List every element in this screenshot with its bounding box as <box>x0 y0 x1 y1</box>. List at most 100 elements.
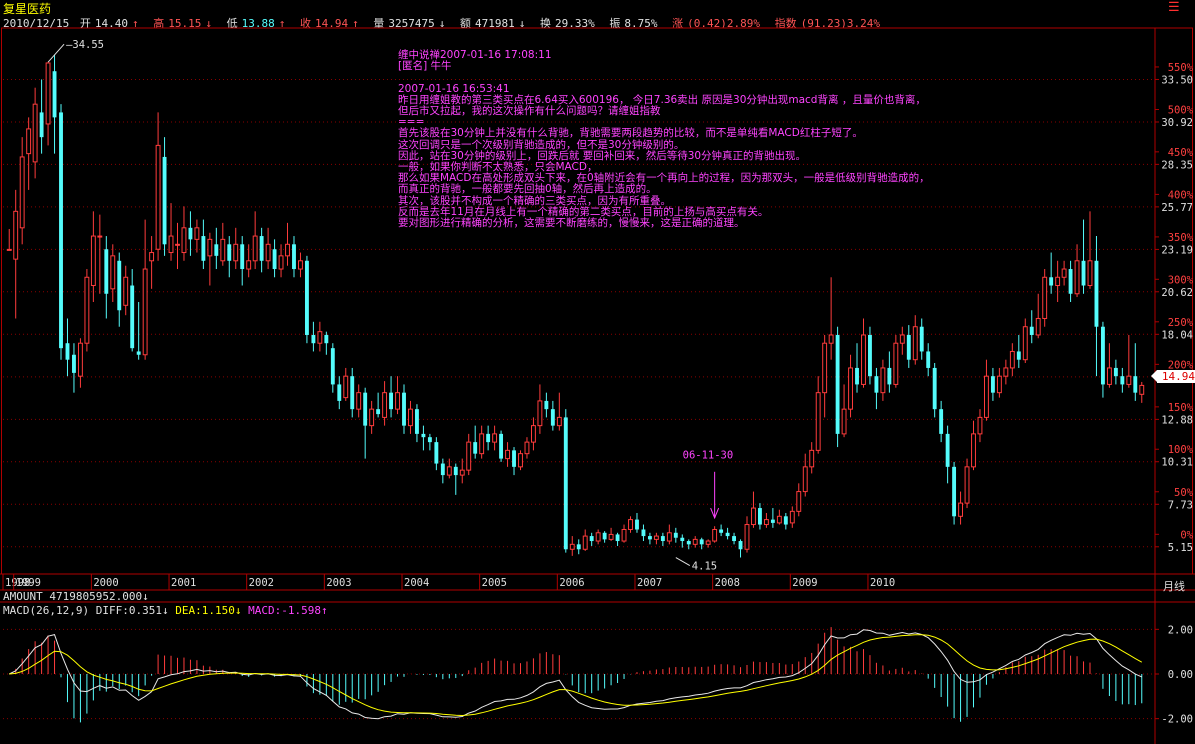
candle-body-up <box>530 425 536 443</box>
candle-body-down <box>719 529 724 533</box>
info-amplitude: 振 8.75% <box>609 17 661 30</box>
candle-body-down <box>868 334 872 377</box>
candle-body-up <box>382 392 388 418</box>
candle-body-down <box>434 442 439 464</box>
candle-body-down <box>932 367 937 410</box>
candle-body-down <box>227 244 232 261</box>
price-tick-label: 12.88 <box>1161 414 1193 426</box>
info-change-value: (0.42)2.89% <box>687 17 760 30</box>
annotation-text: 缠中说禅2007-01-16 17:08:11 [匿名] 牛牛 2007-01-… <box>398 49 930 230</box>
year-label: 2007 <box>637 577 662 589</box>
candle-body-up <box>395 392 400 410</box>
candle-body-down <box>641 529 646 537</box>
candle-body-up <box>77 342 83 377</box>
candle-body-up <box>97 235 103 238</box>
stock-icon[interactable]: ☰ <box>1168 0 1180 15</box>
candle-body-up <box>776 515 782 524</box>
candle-body-up <box>608 533 614 540</box>
candle-body-down <box>855 367 859 385</box>
percent-tick-label: 0% <box>1180 529 1193 541</box>
candle-body-up <box>653 535 659 540</box>
price-tick-label: 23.19 <box>1161 244 1193 256</box>
candle-body-down <box>699 539 704 545</box>
info-amount-value: 471981 <box>474 17 515 30</box>
candle-body-up <box>181 227 187 254</box>
macd-value: MACD:-1.598↑ <box>248 604 328 617</box>
candle-body-up <box>110 255 116 290</box>
percent-tick-label: 250% <box>1168 317 1194 329</box>
candle-body-up <box>1139 384 1145 395</box>
candle-body-up <box>996 375 1002 394</box>
candle-body-down <box>272 249 277 270</box>
candle-body-up <box>6 248 12 251</box>
candle-body-down <box>1100 326 1105 385</box>
candle-body-down <box>906 334 911 360</box>
candle-body-up <box>285 243 290 257</box>
candle-body-up <box>1035 317 1041 336</box>
candle-body-up <box>744 524 750 550</box>
period-label[interactable]: 月线 <box>1163 580 1185 593</box>
candle-body-down <box>725 532 730 537</box>
candle-body-down <box>421 433 426 438</box>
macd-value-number: -1.598 <box>281 604 321 617</box>
stock-name: 复星医药 <box>3 2 52 16</box>
percent-tick-label: 500% <box>1168 104 1194 116</box>
candle-body-down <box>188 227 193 240</box>
year-label: 2004 <box>404 577 429 589</box>
info-open-value: 14.40 <box>94 17 128 30</box>
marker-label: 06-11-30 <box>683 450 734 462</box>
percent-tick-label: 150% <box>1168 402 1194 414</box>
candle-body-up <box>32 103 38 163</box>
price-tick-label: 28.35 <box>1161 159 1193 171</box>
candle-body-down <box>589 536 594 542</box>
max-label: —34.55 <box>66 39 104 51</box>
candle-body-down <box>563 417 568 550</box>
candle-body-up <box>666 532 672 542</box>
candle-body-down <box>473 442 478 454</box>
candle-body-up <box>569 543 575 550</box>
candle-body-up <box>142 268 148 356</box>
candle-body-down <box>201 236 206 261</box>
info-close: 收 14.94 ↑ <box>300 17 363 30</box>
candle-body-up <box>712 528 718 542</box>
year-label: 1999 <box>16 577 41 589</box>
percent-tick-label: 100% <box>1168 444 1194 456</box>
candle-body-up <box>155 144 161 250</box>
candle-body-up <box>19 156 25 229</box>
candle-body-down <box>104 249 109 294</box>
candle-body-up <box>964 466 970 504</box>
candle-body-down <box>440 463 445 476</box>
candle-body-down <box>874 376 879 393</box>
macd-title: MACD(26,12,9) <box>3 604 90 617</box>
candle-body-down <box>427 437 432 443</box>
macd-value-label: MACD: <box>248 604 282 617</box>
percent-tick-label: 450% <box>1168 147 1194 159</box>
candle-body-down <box>757 508 762 525</box>
candle-body-up <box>45 62 51 125</box>
candle-body-up <box>893 342 899 385</box>
candle-body-down <box>350 376 355 410</box>
candle-body-down <box>72 354 76 373</box>
candle-body-down <box>635 519 639 530</box>
candle-body-up <box>1022 326 1028 361</box>
candle-body-up <box>880 367 886 394</box>
candle-body-down <box>1120 376 1125 385</box>
candle-body-down <box>39 112 44 138</box>
candle-body-up <box>815 392 821 451</box>
candle-body-down <box>214 244 219 256</box>
amount-legend: AMOUNT 4719805952.000↓ <box>3 590 149 603</box>
year-label: 2000 <box>93 577 118 589</box>
candle-body-down <box>337 384 342 401</box>
info-open: 开 14.40 ↑ <box>80 17 143 30</box>
current-price-tag: 14.94 <box>1151 370 1195 383</box>
candle-body-down <box>453 466 458 476</box>
candle-body-up <box>582 535 588 550</box>
candle-body-up <box>841 408 847 435</box>
candle-body-up <box>537 400 543 427</box>
price-tick-label: 5.15 <box>1168 542 1193 554</box>
candle-body-up <box>1055 276 1061 287</box>
price-tick-label: 33.50 <box>1161 74 1193 86</box>
percent-tick-label: 50% <box>1174 487 1194 499</box>
macd-diff-line <box>8 629 1142 720</box>
